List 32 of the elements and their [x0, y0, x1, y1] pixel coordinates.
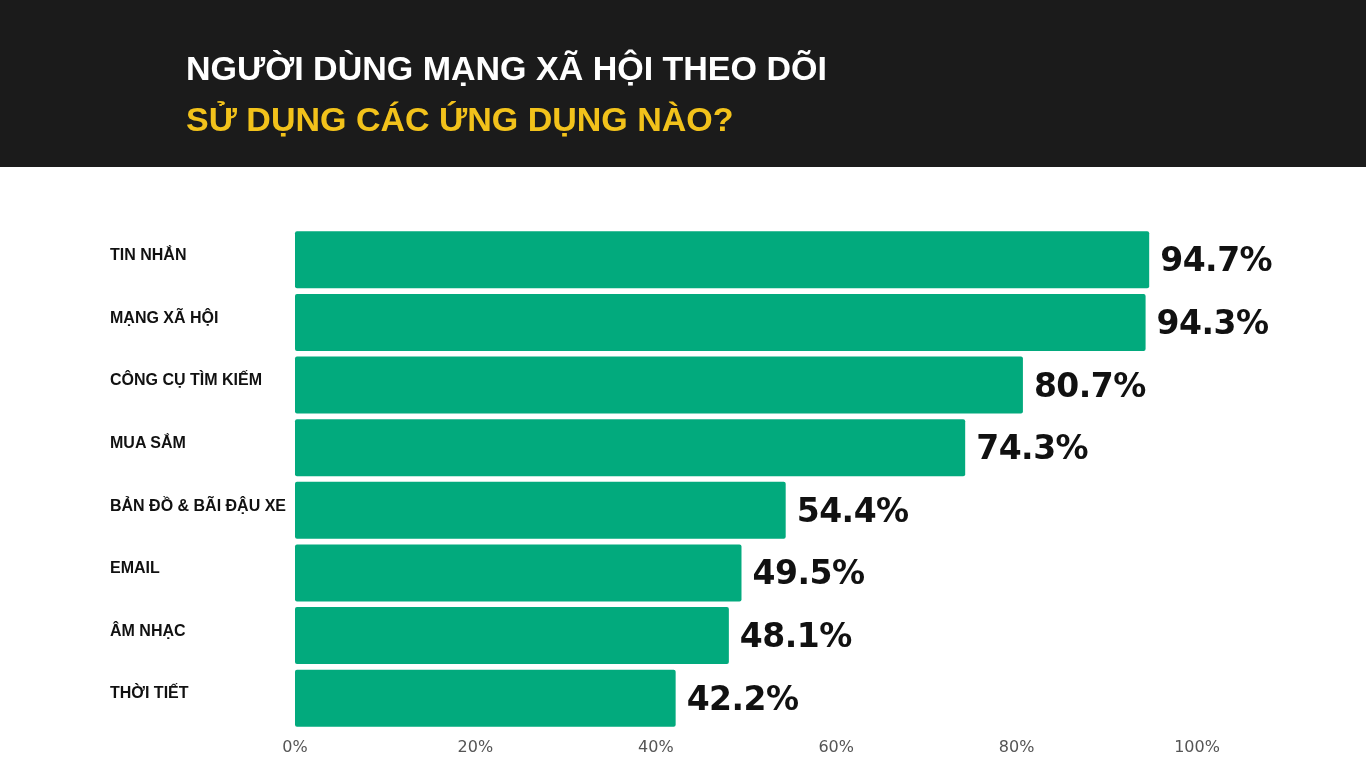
y-tick-label: THỜI TIẾT: [110, 683, 189, 702]
y-tick-label: CÔNG CỤ TÌM KIẾM: [110, 370, 262, 389]
x-tick-label: 60%: [818, 737, 854, 756]
data-label: 94.3%: [1156, 302, 1270, 342]
bar: [295, 356, 1023, 414]
y-tick-label: MẠNG XÃ HỘI: [110, 306, 219, 326]
bar: [295, 481, 786, 539]
bar: [295, 607, 729, 665]
x-tick-label: 100%: [1174, 737, 1220, 756]
bar: [295, 419, 966, 477]
y-tick-label: ÂM NHẠC: [110, 620, 186, 639]
bar: [295, 231, 1150, 289]
data-label: 49.5%: [752, 553, 865, 593]
data-label: 80.7%: [1033, 365, 1147, 405]
y-tick-label: MUA SẮM: [110, 432, 186, 451]
bar: [295, 293, 1146, 351]
x-tick-label: 80%: [998, 737, 1035, 756]
y-tick-label: TIN NHẮN: [110, 244, 187, 263]
x-tick-label: 0%: [282, 737, 308, 756]
bar: [295, 544, 742, 602]
data-label: 74.3%: [976, 428, 1089, 468]
x-tick-label: 40%: [638, 737, 674, 756]
data-label: 48.1%: [739, 616, 853, 656]
data-label: 42.2%: [686, 678, 800, 718]
chart-title: NGƯỜI DÙNG MẠNG XÃ HỘI THEO DÕI: [186, 49, 827, 87]
data-label: 94.7%: [1160, 240, 1273, 280]
bar: [295, 669, 676, 727]
y-tick-label: BẢN ĐỒ & BÃI ĐẬU XE: [110, 494, 287, 514]
data-label: 54.4%: [796, 490, 910, 530]
x-tick-label: 20%: [457, 737, 494, 756]
y-tick-label: EMAIL: [110, 559, 160, 577]
chart-subtitle: SỬ DỤNG CÁC ỨNG DỤNG NÀO?: [186, 100, 734, 138]
